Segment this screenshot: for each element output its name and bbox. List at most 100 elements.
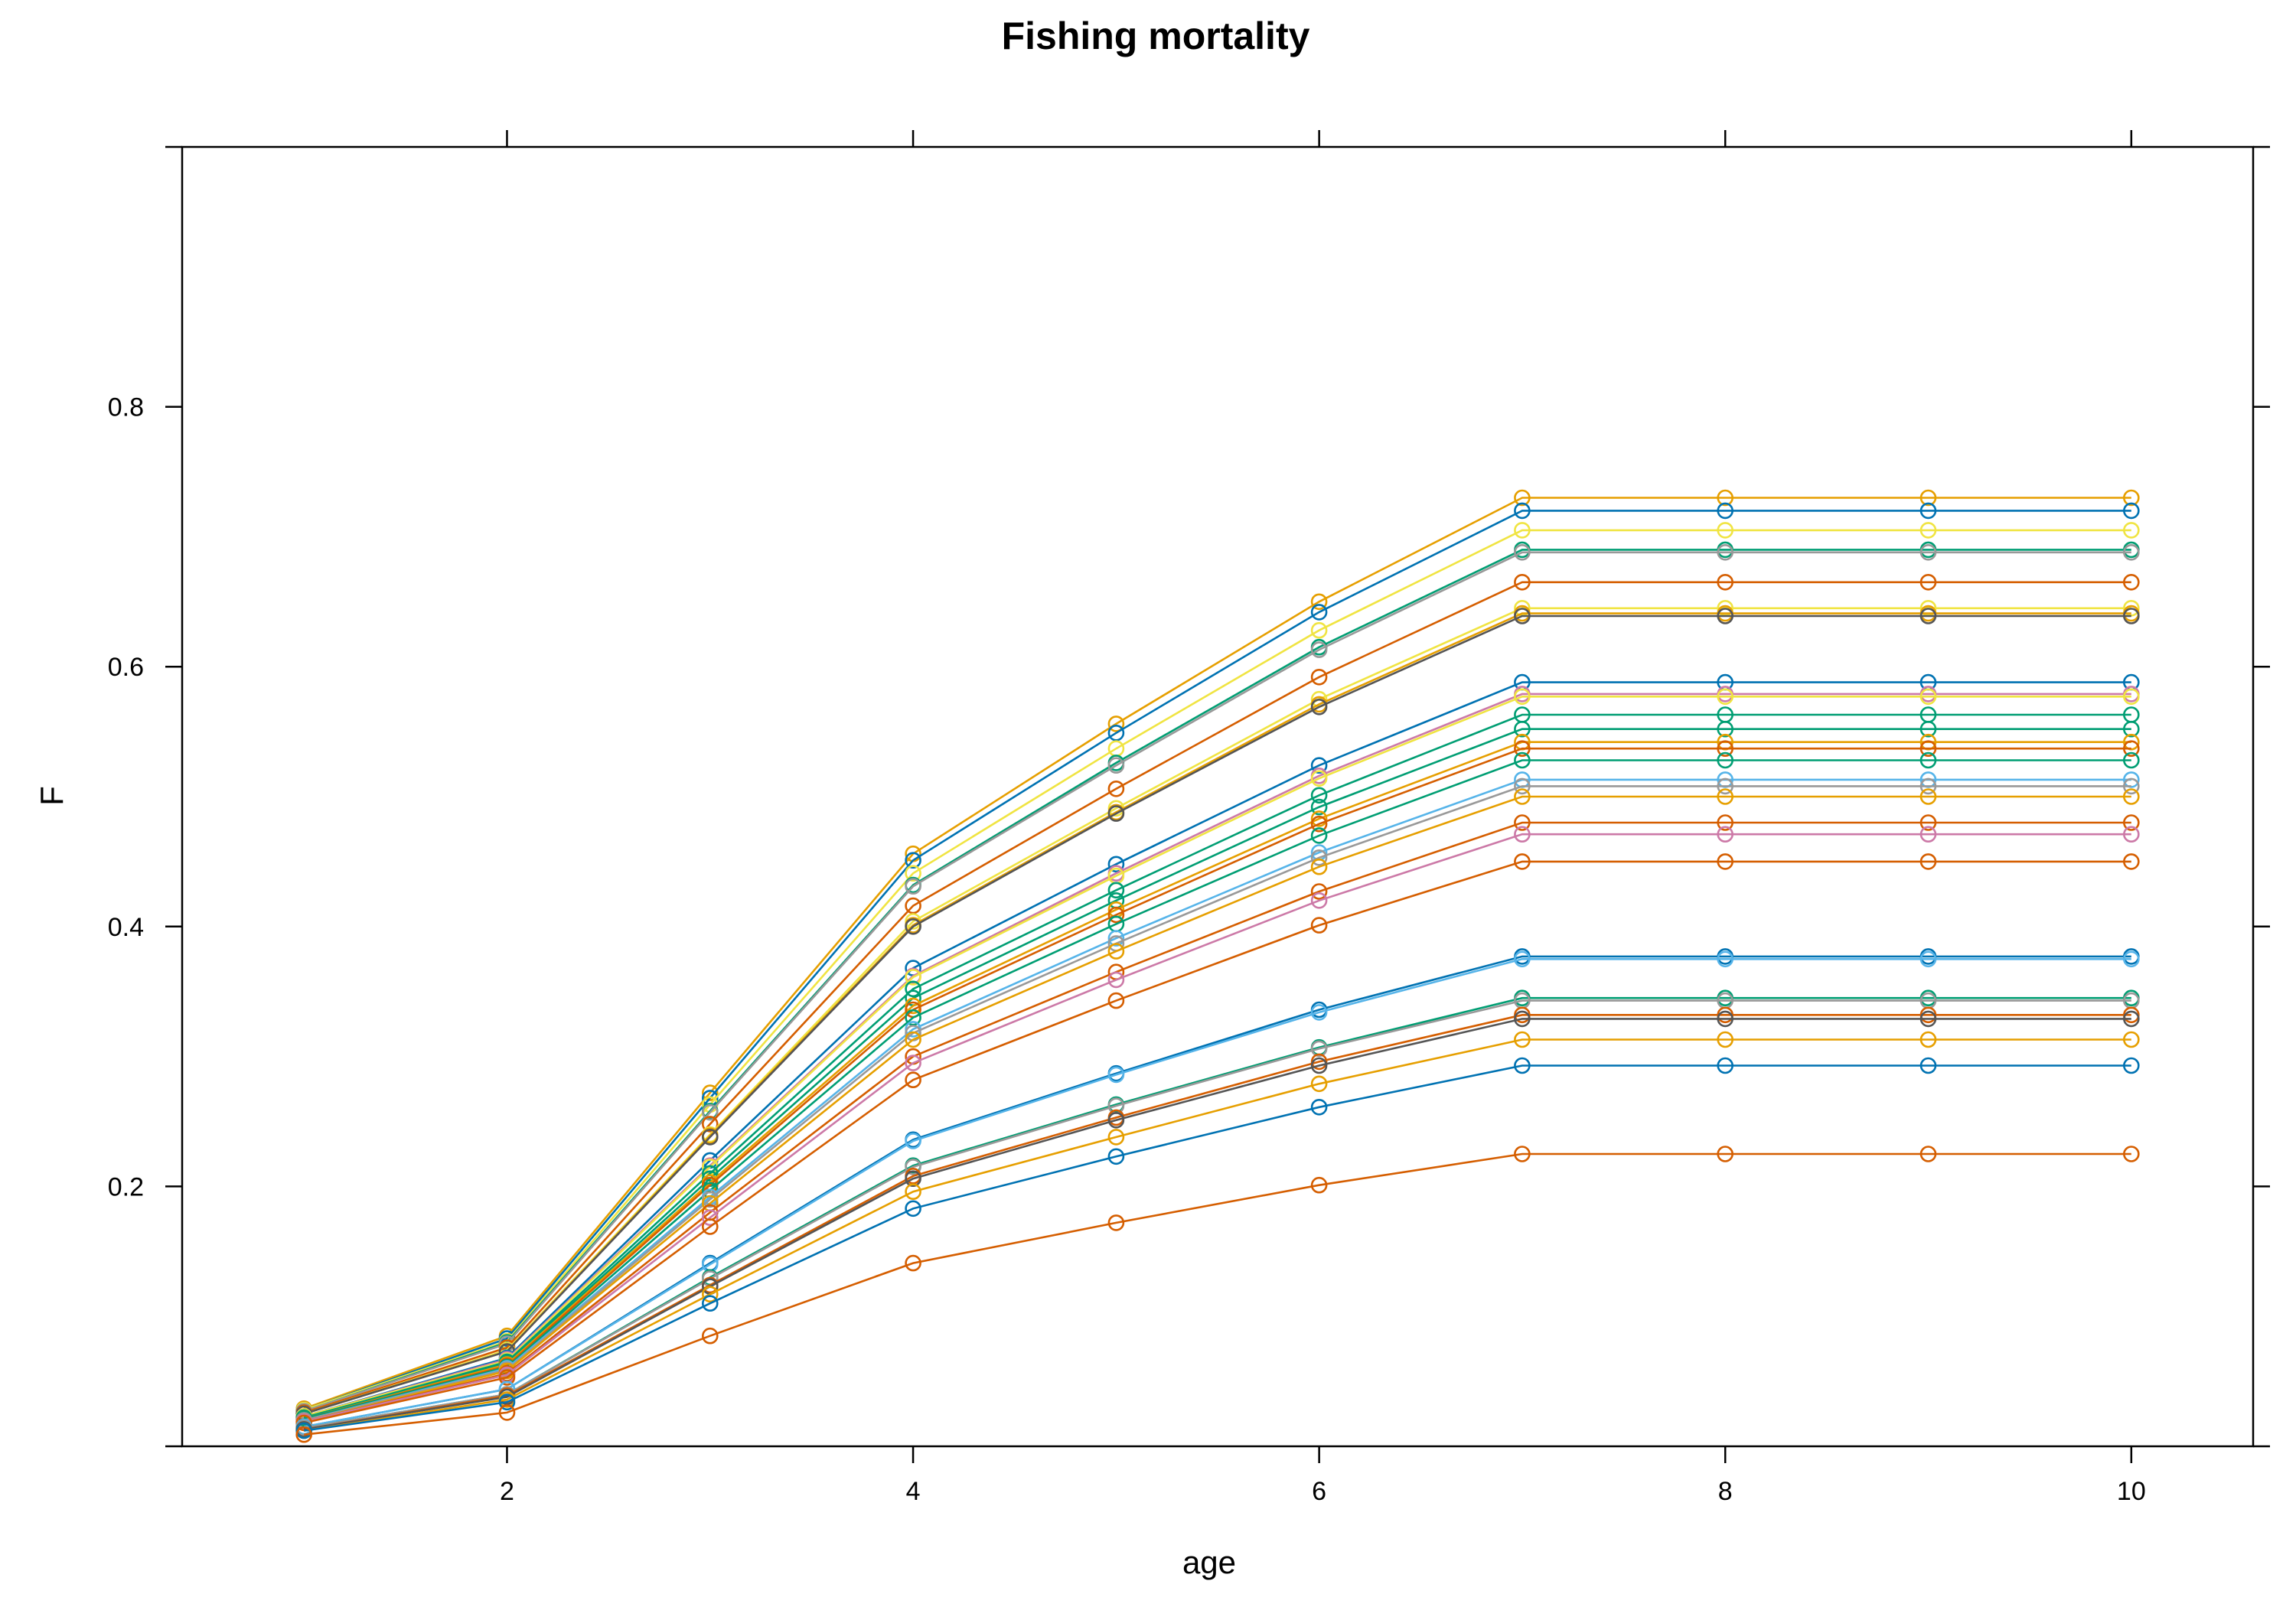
- data-point: [1514, 502, 1531, 520]
- data-point: [1514, 777, 1531, 795]
- data-point: [498, 1404, 516, 1421]
- series-1: [295, 489, 2140, 1417]
- series-line: [303, 728, 2131, 1419]
- data-point: [1717, 814, 1733, 831]
- series-line: [303, 741, 2131, 1420]
- data-point: [1919, 740, 1937, 758]
- data-point: [1310, 757, 1328, 774]
- data-point: [1514, 688, 1531, 706]
- data-point: [1717, 608, 1733, 624]
- data-point: [1919, 788, 1937, 805]
- series-22: [295, 826, 2140, 1430]
- series-20: [295, 788, 2140, 1430]
- data-point: [905, 1133, 921, 1149]
- series-line: [304, 1152, 2131, 1436]
- data-point: [1310, 641, 1328, 658]
- data-point: [1717, 573, 1733, 591]
- data-point: [498, 1369, 516, 1386]
- data-point: [905, 918, 921, 935]
- data-point: [1310, 892, 1328, 909]
- data-point: [2123, 1146, 2140, 1162]
- data-point: [905, 1031, 921, 1048]
- data-point: [905, 1159, 921, 1175]
- series-line: [303, 833, 2131, 1423]
- data-point: [905, 1170, 921, 1187]
- data-point: [1717, 522, 1733, 539]
- data-point: [1514, 826, 1531, 843]
- series-6: [295, 573, 2140, 1421]
- y-axis: 0.2 0.4 0.6 0.8: [108, 145, 2270, 1448]
- data-point: [1514, 853, 1531, 870]
- data-point: [1514, 1146, 1531, 1162]
- data-point: [2123, 489, 2140, 507]
- data-point: [1919, 522, 1937, 539]
- series-line: [303, 695, 2131, 1418]
- series-line: [303, 1018, 2131, 1431]
- data-point: [1919, 751, 1937, 769]
- data-point: [1717, 1146, 1733, 1162]
- data-point: [1107, 1129, 1125, 1146]
- data-point: [1717, 777, 1733, 795]
- y-tick-label: 0.6: [108, 653, 144, 682]
- data-point: [1514, 543, 1531, 561]
- data-point: [2123, 1031, 2140, 1048]
- data-point: [1107, 1112, 1125, 1129]
- data-point: [1310, 810, 1328, 827]
- data-point: [1717, 720, 1733, 738]
- data-point: [498, 1393, 516, 1411]
- data-point: [1310, 849, 1328, 866]
- series-line: [303, 999, 2131, 1429]
- data-point: [701, 1116, 719, 1133]
- series-layer: [295, 489, 2140, 1443]
- y-tick-label: 0.4: [108, 913, 144, 942]
- data-point: [1717, 853, 1733, 870]
- data-point: [1919, 1010, 1937, 1028]
- series-4: [295, 541, 2140, 1420]
- data-point: [905, 1009, 921, 1026]
- data-point: [1107, 930, 1125, 947]
- data-point: [1107, 1148, 1125, 1165]
- data-point: [1310, 1176, 1328, 1194]
- data-point: [1107, 882, 1125, 899]
- series-32: [295, 1146, 2140, 1443]
- data-point: [1310, 770, 1328, 787]
- data-point: [701, 1327, 719, 1345]
- data-point: [1310, 1075, 1328, 1093]
- series-line: [303, 759, 2131, 1420]
- data-point: [1310, 621, 1328, 639]
- data-point: [1717, 788, 1733, 805]
- data-point: [1717, 1057, 1733, 1074]
- data-point: [905, 1071, 921, 1088]
- data-point: [1919, 688, 1937, 706]
- data-point: [1107, 1066, 1125, 1084]
- series-31: [295, 1057, 2140, 1439]
- data-point: [1919, 814, 1937, 831]
- data-point: [1310, 593, 1328, 611]
- series-9: [295, 608, 2140, 1423]
- data-point: [1717, 543, 1733, 561]
- data-point: [1717, 688, 1733, 706]
- series-line: [303, 510, 2131, 1411]
- data-point: [1107, 906, 1125, 924]
- series-5: [295, 543, 2140, 1420]
- series-19: [295, 777, 2140, 1429]
- data-point: [1107, 805, 1125, 822]
- data-point: [1919, 777, 1937, 795]
- data-point: [1310, 858, 1328, 875]
- data-point: [1310, 1004, 1328, 1021]
- data-point: [1514, 751, 1531, 769]
- series-line: [303, 860, 2131, 1424]
- data-point: [2123, 751, 2140, 769]
- data-point: [701, 1295, 719, 1312]
- data-point: [1310, 604, 1328, 621]
- series-line: [303, 681, 2131, 1418]
- data-point: [2123, 502, 2140, 520]
- data-point: [2123, 522, 2140, 539]
- data-point: [905, 852, 921, 869]
- data-point: [2123, 720, 2140, 738]
- data-point: [1919, 573, 1937, 591]
- data-point: [1310, 1040, 1328, 1058]
- data-point: [1919, 1146, 1937, 1162]
- data-point: [701, 1286, 719, 1303]
- data-point: [1514, 1031, 1531, 1048]
